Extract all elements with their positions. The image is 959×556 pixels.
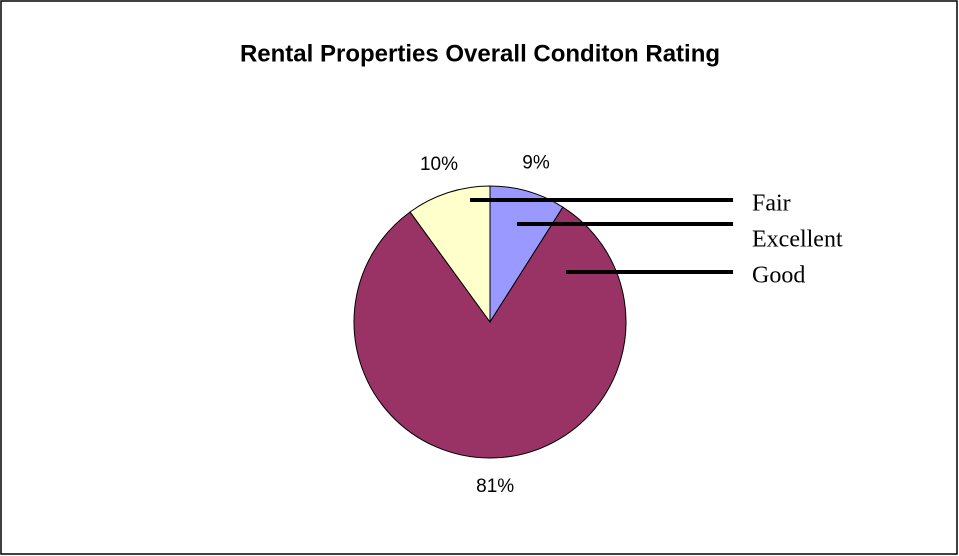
data-label: 81% <box>476 476 514 497</box>
data-label: 9% <box>522 153 550 174</box>
data-label: 10% <box>420 154 458 175</box>
legend-label: Good <box>752 263 805 289</box>
pie-slice <box>353 206 627 459</box>
legend-label: Excellent <box>752 227 843 253</box>
legend-label: Fair <box>752 191 791 217</box>
pie-slice <box>409 185 491 324</box>
chart-title: Rental Properties Overall Conditon Ratin… <box>240 40 720 67</box>
